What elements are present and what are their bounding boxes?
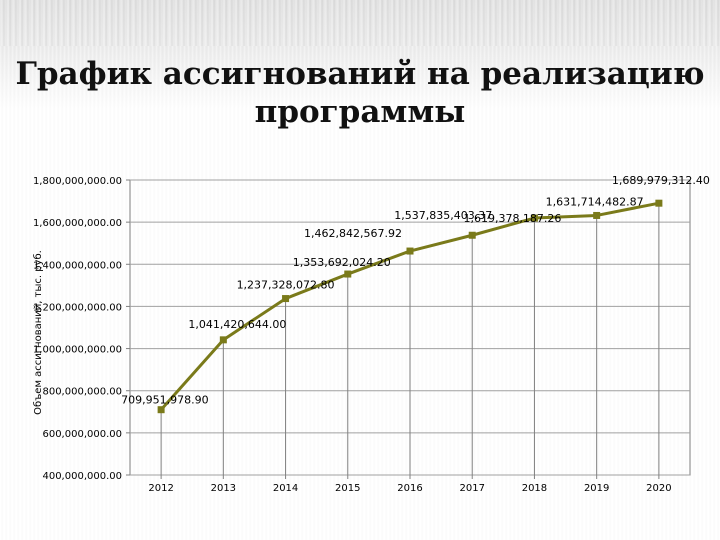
data-point bbox=[655, 199, 663, 207]
data-label: 1,041,420,644.00 bbox=[188, 318, 286, 331]
x-tick-label: 2018 bbox=[522, 483, 547, 494]
x-tick-label: 2013 bbox=[211, 483, 236, 494]
y-tick-label: 1,200,000,000.00 bbox=[33, 302, 122, 313]
data-point bbox=[219, 336, 227, 344]
data-point bbox=[157, 406, 165, 414]
x-tick-label: 2020 bbox=[646, 483, 671, 494]
data-label: 1,689,979,312.40 bbox=[612, 174, 710, 187]
y-axis-label: Объем ассигнований, тыс. руб. bbox=[33, 250, 44, 415]
data-point bbox=[406, 247, 414, 255]
data-point bbox=[530, 214, 538, 222]
data-point bbox=[344, 270, 352, 278]
x-tick-label: 2014 bbox=[273, 483, 298, 494]
x-tick-label: 2016 bbox=[397, 483, 422, 494]
data-label: 1,237,328,072.80 bbox=[237, 279, 335, 292]
y-tick-label: 600,000,000.00 bbox=[42, 429, 122, 440]
y-tick-label: 400,000,000.00 bbox=[42, 471, 122, 482]
data-point bbox=[593, 211, 601, 219]
y-tick-label: 1,000,000,000.00 bbox=[33, 345, 122, 356]
data-label: 709,951,978.90 bbox=[121, 394, 208, 407]
y-tick-label: 1,400,000,000.00 bbox=[33, 260, 122, 271]
data-label: 1,462,842,567.92 bbox=[304, 227, 402, 240]
x-tick-label: 2019 bbox=[584, 483, 609, 494]
y-tick-label: 1,600,000,000.00 bbox=[33, 218, 122, 229]
data-point bbox=[468, 231, 476, 239]
data-label: 1,353,692,024.20 bbox=[293, 256, 391, 269]
data-label: 1,631,714,482.87 bbox=[546, 195, 644, 208]
x-tick-label: 2015 bbox=[335, 483, 360, 494]
x-tick-label: 2017 bbox=[459, 483, 484, 494]
y-tick-label: 800,000,000.00 bbox=[42, 387, 122, 398]
data-label: 1,537,835,403.37 bbox=[394, 209, 492, 222]
x-tick-label: 2012 bbox=[148, 483, 173, 494]
data-label: 1,619,378,187.26 bbox=[463, 212, 561, 225]
slide-title: График ассигнований на реализацию програ… bbox=[15, 56, 705, 130]
decorative-band bbox=[0, 0, 720, 46]
data-point bbox=[282, 295, 290, 303]
y-tick-label: 1,800,000,000.00 bbox=[33, 176, 122, 187]
